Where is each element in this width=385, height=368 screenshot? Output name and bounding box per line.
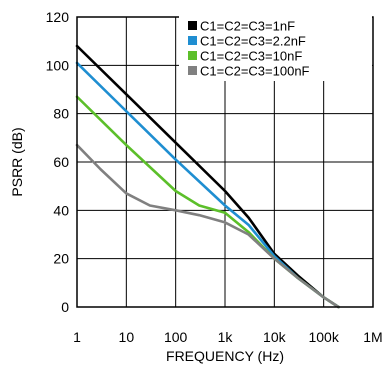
legend: C1=C2=C3=1nFC1=C2=C3=2.2nFC1=C2=C3=10nFC…	[179, 15, 372, 81]
y-axis-label: PSRR (dB)	[9, 127, 25, 196]
y-tick-label: 100	[46, 57, 70, 73]
legend-label: C1=C2=C3=1nF	[200, 19, 295, 34]
y-tick-label: 60	[53, 154, 69, 170]
series-line-1	[75, 44, 340, 309]
legend-swatch	[188, 66, 197, 75]
x-tick-label: 10	[119, 329, 135, 345]
series-layer	[75, 44, 340, 309]
x-tick-label: 1k	[218, 329, 234, 345]
legend-label: C1=C2=C3=100nF	[200, 64, 310, 79]
x-tick-label: 100k	[308, 329, 339, 345]
legend-swatch	[188, 51, 197, 60]
x-tick-labels: 1 10 100 1k 10k 100k 1M	[73, 329, 383, 345]
y-tick-label: 40	[53, 202, 69, 218]
y-tick-label: 120	[46, 9, 70, 25]
legend-label: C1=C2=C3=10nF	[200, 49, 302, 64]
y-tick-label: 20	[53, 251, 69, 267]
y-tick-label: 0	[61, 299, 69, 315]
series-line-4	[75, 143, 340, 309]
legend-label: C1=C2=C3=2.2nF	[200, 34, 306, 49]
legend-background	[179, 15, 372, 81]
legend-swatch	[188, 21, 197, 30]
legend-swatch	[188, 36, 197, 45]
x-tick-label: 1	[73, 329, 81, 345]
y-tick-label: 80	[53, 106, 69, 122]
x-tick-label: 10k	[263, 329, 287, 345]
x-tick-label: 1M	[363, 329, 382, 345]
x-axis-label: FREQUENCY (Hz)	[166, 348, 284, 364]
x-tick-label: 100	[164, 329, 188, 345]
y-tick-labels: 0 20 40 60 80 100 120	[46, 9, 70, 315]
